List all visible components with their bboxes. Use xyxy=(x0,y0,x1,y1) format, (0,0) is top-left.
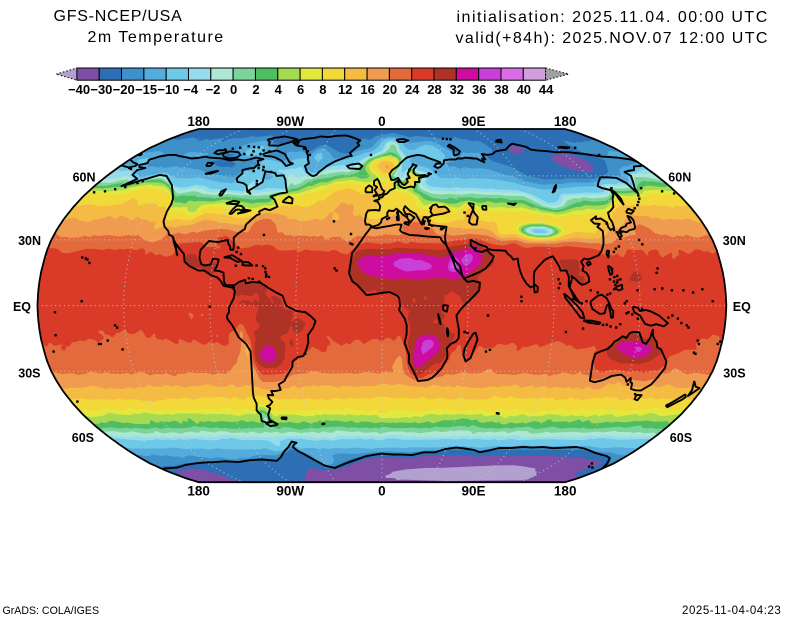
svg-text:90W: 90W xyxy=(276,114,304,129)
svg-text:16: 16 xyxy=(360,82,374,97)
svg-text:32: 32 xyxy=(450,82,464,97)
svg-text:−30: −30 xyxy=(90,82,112,97)
svg-text:4: 4 xyxy=(275,82,283,97)
svg-text:−40: −40 xyxy=(68,82,90,97)
svg-text:30S: 30S xyxy=(723,366,745,380)
svg-text:90E: 90E xyxy=(461,114,485,129)
svg-text:36: 36 xyxy=(472,82,486,97)
svg-text:0: 0 xyxy=(378,484,386,499)
svg-text:180: 180 xyxy=(554,484,577,499)
svg-text:−20: −20 xyxy=(113,82,135,97)
svg-text:−4: −4 xyxy=(183,82,199,97)
svg-text:0: 0 xyxy=(230,82,237,97)
svg-text:−2: −2 xyxy=(206,82,221,97)
svg-text:44: 44 xyxy=(539,82,554,97)
svg-text:8: 8 xyxy=(319,82,326,97)
svg-text:60S: 60S xyxy=(72,431,94,445)
svg-text:2: 2 xyxy=(252,82,259,97)
svg-text:6: 6 xyxy=(297,82,304,97)
svg-text:30S: 30S xyxy=(18,366,40,380)
svg-text:180: 180 xyxy=(187,114,210,129)
svg-text:0: 0 xyxy=(378,114,386,129)
svg-text:−15: −15 xyxy=(135,82,157,97)
svg-text:28: 28 xyxy=(427,82,441,97)
svg-text:−10: −10 xyxy=(157,82,179,97)
svg-text:30N: 30N xyxy=(18,234,41,248)
svg-text:60N: 60N xyxy=(668,170,691,184)
svg-text:38: 38 xyxy=(494,82,508,97)
svg-text:EQ: EQ xyxy=(733,300,751,314)
svg-text:20: 20 xyxy=(383,82,397,97)
svg-text:60N: 60N xyxy=(73,170,96,184)
svg-text:60S: 60S xyxy=(670,431,692,445)
svg-text:90E: 90E xyxy=(461,484,485,499)
svg-text:180: 180 xyxy=(554,114,577,129)
svg-text:30N: 30N xyxy=(723,234,746,248)
svg-text:180: 180 xyxy=(187,484,210,499)
svg-text:24: 24 xyxy=(405,82,420,97)
svg-text:90W: 90W xyxy=(276,484,304,499)
svg-text:12: 12 xyxy=(338,82,352,97)
svg-text:40: 40 xyxy=(517,82,531,97)
svg-text:EQ: EQ xyxy=(13,300,31,314)
